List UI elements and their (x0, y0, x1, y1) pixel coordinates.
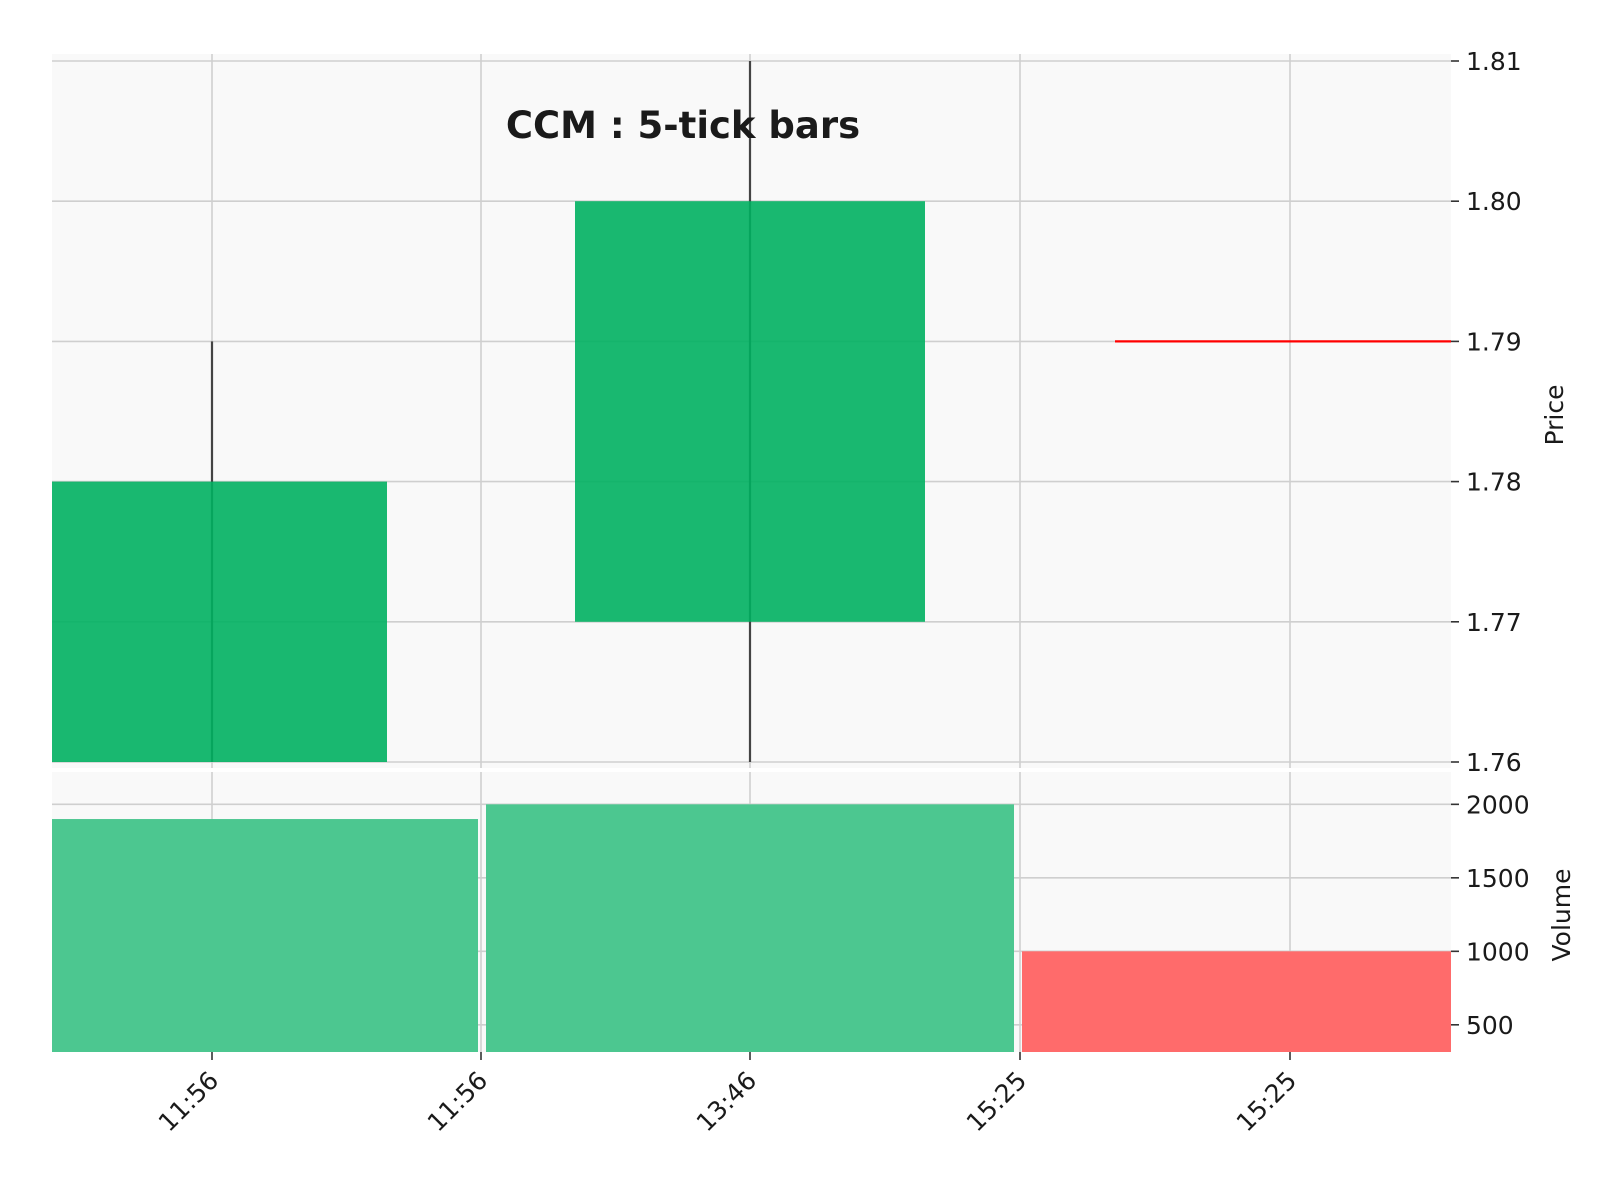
candle-body (575, 201, 925, 622)
volume-tick-label: 1000 (1466, 937, 1530, 966)
volume-bars (52, 804, 1451, 1052)
time-tick-label: 11:56 (422, 1066, 493, 1137)
price-tick-label: 1.76 (1466, 748, 1522, 777)
time-tick-label: 15:25 (961, 1066, 1032, 1137)
time-tick-label: 11:56 (153, 1066, 224, 1137)
volume-bar (1022, 951, 1451, 1052)
price-tick-label: 1.78 (1466, 468, 1522, 497)
price-tick-label: 1.81 (1466, 47, 1522, 76)
volume-tick-label: 500 (1466, 1011, 1514, 1040)
volume-tick-label: 1500 (1466, 864, 1530, 893)
price-tick-label: 1.79 (1466, 327, 1522, 356)
candle-body (52, 481, 387, 762)
price-axis-label: Price (1540, 385, 1569, 446)
volume-bar (52, 819, 478, 1052)
volume-axis-label: Volume (1547, 869, 1576, 962)
time-tick-label: 13:46 (691, 1066, 762, 1137)
volume-bar (486, 804, 1014, 1052)
volume-tick-label: 2000 (1466, 790, 1530, 819)
time-tick-label: 15:25 (1231, 1066, 1302, 1137)
price-tick-label: 1.80 (1466, 187, 1522, 216)
price-tick-label: 1.77 (1466, 608, 1522, 637)
price-candles (52, 61, 1451, 762)
chart-title: CCM : 5-tick bars (506, 104, 860, 147)
